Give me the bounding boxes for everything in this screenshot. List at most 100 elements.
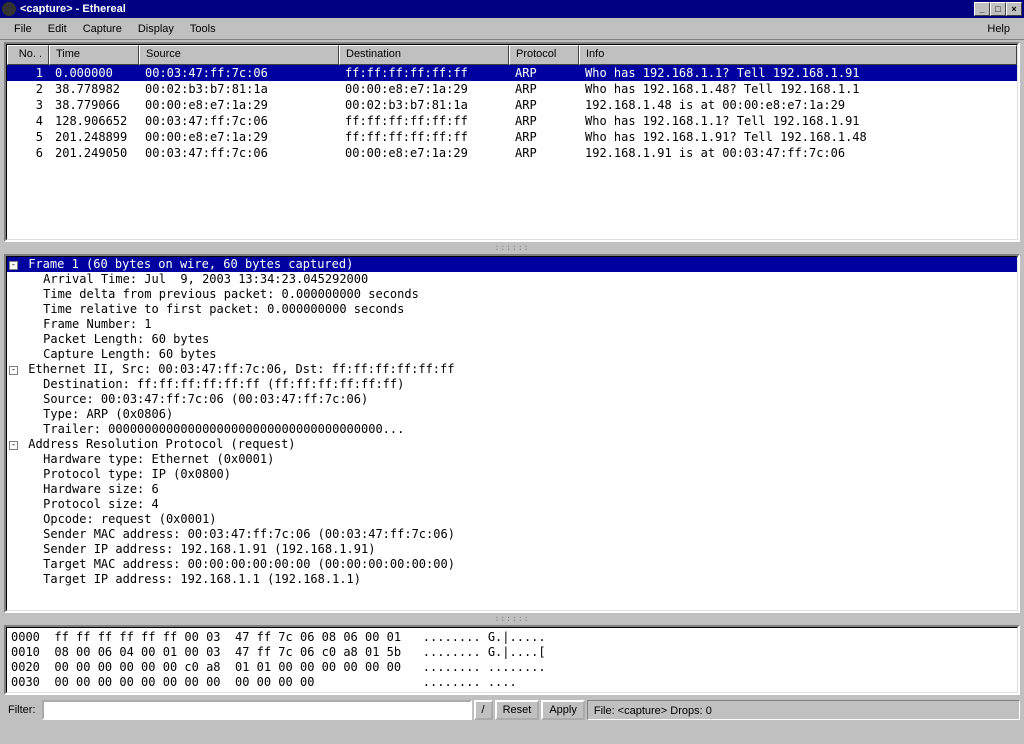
tree-leaf[interactable]: Opcode: request (0x0001) xyxy=(7,512,1017,527)
cell-protocol: ARP xyxy=(509,65,579,81)
packet-rows[interactable]: 10.00000000:03:47:ff:7c:06ff:ff:ff:ff:ff… xyxy=(7,65,1017,239)
menu-file[interactable]: File xyxy=(6,21,40,37)
cell-time: 128.906652 xyxy=(49,113,139,129)
tree-leaf[interactable]: Arrival Time: Jul 9, 2003 13:34:23.04529… xyxy=(7,272,1017,287)
apply-button[interactable]: Apply xyxy=(541,700,585,720)
cell-time: 0.000000 xyxy=(49,65,139,81)
cell-no: 5 xyxy=(7,129,49,145)
col-info[interactable]: Info xyxy=(579,45,1017,65)
tree-leaf[interactable]: Time relative to first packet: 0.0000000… xyxy=(7,302,1017,317)
reset-button[interactable]: Reset xyxy=(495,700,540,720)
cell-no: 3 xyxy=(7,97,49,113)
tree-expander-icon[interactable]: - xyxy=(9,366,18,375)
tree-leaf[interactable]: Trailer: 0000000000000000000000000000000… xyxy=(7,422,1017,437)
cell-time: 38.778982 xyxy=(49,81,139,97)
cell-destination: ff:ff:ff:ff:ff:ff xyxy=(339,65,509,81)
app-icon xyxy=(2,2,16,16)
cell-time: 38.779066 xyxy=(49,97,139,113)
tree-leaf[interactable]: Protocol type: IP (0x0800) xyxy=(7,467,1017,482)
cell-info: Who has 192.168.1.1? Tell 192.168.1.91 xyxy=(579,113,1017,129)
cell-protocol: ARP xyxy=(509,145,579,161)
filter-label: Filter: xyxy=(4,701,40,719)
column-headers: No. . Time Source Destination Protocol I… xyxy=(7,45,1017,65)
packet-bytes-pane[interactable]: 0000 ff ff ff ff ff ff 00 03 47 ff 7c 06… xyxy=(6,627,1018,693)
cell-protocol: ARP xyxy=(509,81,579,97)
title-bar: <capture> - Ethereal _ □ × xyxy=(0,0,1024,18)
menu-help[interactable]: Help xyxy=(979,21,1018,37)
cell-source: 00:00:e8:e7:1a:29 xyxy=(139,129,339,145)
cell-destination: 00:00:e8:e7:1a:29 xyxy=(339,145,509,161)
col-time[interactable]: Time xyxy=(49,45,139,65)
cell-source: 00:00:e8:e7:1a:29 xyxy=(139,97,339,113)
window-title: <capture> - Ethereal xyxy=(20,3,974,15)
cell-time: 201.249050 xyxy=(49,145,139,161)
cell-info: 192.168.1.48 is at 00:00:e8:e7:1a:29 xyxy=(579,97,1017,113)
filter-input[interactable] xyxy=(42,700,472,720)
cell-destination: ff:ff:ff:ff:ff:ff xyxy=(339,113,509,129)
table-row[interactable]: 338.77906600:00:e8:e7:1a:2900:02:b3:b7:8… xyxy=(7,97,1017,113)
cell-protocol: ARP xyxy=(509,97,579,113)
table-row[interactable]: 5201.24889900:00:e8:e7:1a:29ff:ff:ff:ff:… xyxy=(7,129,1017,145)
minimize-button[interactable]: _ xyxy=(974,2,990,16)
filter-dropdown-button[interactable]: / xyxy=(474,700,493,720)
table-row[interactable]: 10.00000000:03:47:ff:7c:06ff:ff:ff:ff:ff… xyxy=(7,65,1017,81)
tree-leaf[interactable]: Frame Number: 1 xyxy=(7,317,1017,332)
status-text: File: <capture> Drops: 0 xyxy=(587,700,1020,720)
cell-time: 201.248899 xyxy=(49,129,139,145)
cell-source: 00:03:47:ff:7c:06 xyxy=(139,145,339,161)
cell-protocol: ARP xyxy=(509,113,579,129)
col-destination[interactable]: Destination xyxy=(339,45,509,65)
tree-leaf[interactable]: Source: 00:03:47:ff:7c:06 (00:03:47:ff:7… xyxy=(7,392,1017,407)
tree-leaf[interactable]: Destination: ff:ff:ff:ff:ff:ff (ff:ff:ff… xyxy=(7,377,1017,392)
table-row[interactable]: 4128.90665200:03:47:ff:7c:06ff:ff:ff:ff:… xyxy=(7,113,1017,129)
cell-info: Who has 192.168.1.91? Tell 192.168.1.48 xyxy=(579,129,1017,145)
tree-leaf[interactable]: Hardware type: Ethernet (0x0001) xyxy=(7,452,1017,467)
table-row[interactable]: 238.77898200:02:b3:b7:81:1a00:00:e8:e7:1… xyxy=(7,81,1017,97)
tree-leaf[interactable]: Packet Length: 60 bytes xyxy=(7,332,1017,347)
tree-leaf[interactable]: Type: ARP (0x0806) xyxy=(7,407,1017,422)
menu-edit[interactable]: Edit xyxy=(40,21,75,37)
tree-expander-icon[interactable]: - xyxy=(9,441,18,450)
cell-protocol: ARP xyxy=(509,129,579,145)
cell-destination: 00:02:b3:b7:81:1a xyxy=(339,97,509,113)
cell-source: 00:02:b3:b7:81:1a xyxy=(139,81,339,97)
cell-destination: 00:00:e8:e7:1a:29 xyxy=(339,81,509,97)
tree-leaf[interactable]: Sender MAC address: 00:03:47:ff:7c:06 (0… xyxy=(7,527,1017,542)
menu-capture[interactable]: Capture xyxy=(75,21,130,37)
cell-info: 192.168.1.91 is at 00:03:47:ff:7c:06 xyxy=(579,145,1017,161)
packet-list-pane: No. . Time Source Destination Protocol I… xyxy=(6,44,1018,240)
cell-source: 00:03:47:ff:7c:06 xyxy=(139,65,339,81)
tree-leaf[interactable]: Sender IP address: 192.168.1.91 (192.168… xyxy=(7,542,1017,557)
status-bar: Filter: / Reset Apply File: <capture> Dr… xyxy=(0,697,1024,723)
maximize-button[interactable]: □ xyxy=(990,2,1006,16)
col-no[interactable]: No. . xyxy=(7,45,49,65)
cell-no: 6 xyxy=(7,145,49,161)
splitter-2[interactable]: :::::: xyxy=(0,615,1024,623)
cell-no: 2 xyxy=(7,81,49,97)
menu-display[interactable]: Display xyxy=(130,21,182,37)
tree-leaf[interactable]: Hardware size: 6 xyxy=(7,482,1017,497)
splitter-1[interactable]: :::::: xyxy=(0,244,1024,252)
cell-destination: ff:ff:ff:ff:ff:ff xyxy=(339,129,509,145)
cell-info: Who has 192.168.1.1? Tell 192.168.1.91 xyxy=(579,65,1017,81)
menu-bar: File Edit Capture Display Tools Help xyxy=(0,18,1024,40)
tree-leaf[interactable]: Capture Length: 60 bytes xyxy=(7,347,1017,362)
tree-leaf[interactable]: Target IP address: 192.168.1.1 (192.168.… xyxy=(7,572,1017,587)
tree-leaf[interactable]: Target MAC address: 00:00:00:00:00:00 (0… xyxy=(7,557,1017,572)
cell-no: 1 xyxy=(7,65,49,81)
packet-details-pane[interactable]: - Frame 1 (60 bytes on wire, 60 bytes ca… xyxy=(6,256,1018,611)
cell-source: 00:03:47:ff:7c:06 xyxy=(139,113,339,129)
tree-expander-icon[interactable]: - xyxy=(9,261,18,270)
col-protocol[interactable]: Protocol xyxy=(509,45,579,65)
tree-leaf[interactable]: Protocol size: 4 xyxy=(7,497,1017,512)
tree-node[interactable]: - Address Resolution Protocol (request) xyxy=(7,437,1017,452)
cell-info: Who has 192.168.1.48? Tell 192.168.1.1 xyxy=(579,81,1017,97)
tree-leaf[interactable]: Time delta from previous packet: 0.00000… xyxy=(7,287,1017,302)
menu-tools[interactable]: Tools xyxy=(182,21,224,37)
col-source[interactable]: Source xyxy=(139,45,339,65)
close-button[interactable]: × xyxy=(1006,2,1022,16)
cell-no: 4 xyxy=(7,113,49,129)
tree-node[interactable]: - Ethernet II, Src: 00:03:47:ff:7c:06, D… xyxy=(7,362,1017,377)
tree-node[interactable]: - Frame 1 (60 bytes on wire, 60 bytes ca… xyxy=(7,257,1017,272)
table-row[interactable]: 6201.24905000:03:47:ff:7c:0600:00:e8:e7:… xyxy=(7,145,1017,161)
